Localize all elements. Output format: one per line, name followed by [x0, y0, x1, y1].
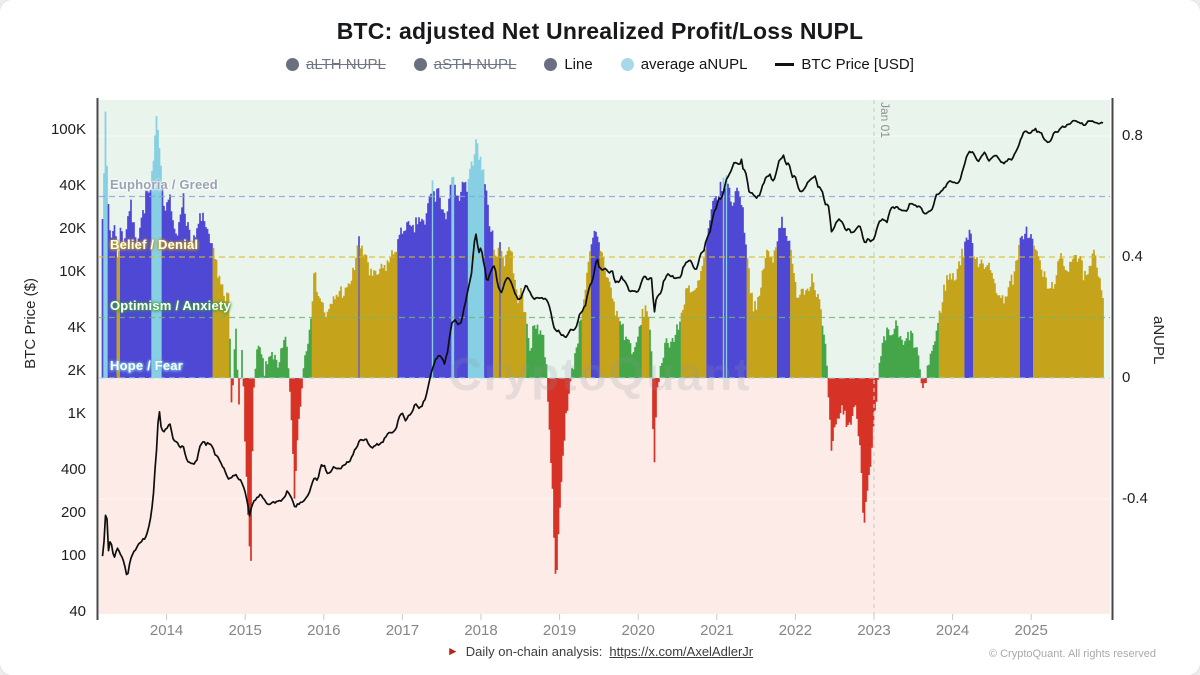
- right-axis-tick-label: 0.8: [1122, 127, 1143, 144]
- x-axis-tick-label: 2015: [228, 622, 262, 639]
- x-axis-tick-label: 2018: [464, 622, 498, 639]
- x-axis-tick-label: 2017: [385, 622, 420, 639]
- anupl-area-bars: [101, 111, 1104, 574]
- x-axis-tick-label: 2022: [778, 622, 813, 639]
- x-axis-tick-label: 2024: [935, 622, 970, 639]
- anupl-band-segment: [229, 318, 939, 378]
- btc-price-line: [101, 119, 1104, 576]
- legend: aLTH NUPL aSTH NUPL Line average aNUPL BTC P…: [0, 56, 1200, 73]
- chart-title: BTC: adjusted Net Unrealized Profit/Loss…: [336, 18, 864, 44]
- x-axis-tick-label: 2025: [1014, 622, 1048, 639]
- legend-item-alth-nupl[interactable]: aLTH NUPL: [286, 56, 386, 73]
- legend-item-average-anupl[interactable]: average aNUPL: [620, 56, 748, 73]
- left-axis-tick-label: 40K: [59, 177, 86, 195]
- legend-item-btc-price-usd-[interactable]: BTC Price [USD]: [775, 56, 914, 73]
- zone-label: Euphoria / Greed: [110, 176, 218, 192]
- vline-date-label: Jan 01: [878, 102, 892, 139]
- legend-item-label: aLTH NUPL: [306, 56, 386, 73]
- x-axis-tick-label: 2016: [307, 622, 341, 639]
- right-axis-tick-label: -0.4: [1122, 490, 1148, 507]
- x-axis-tick-label: 2020: [621, 622, 655, 639]
- copyright-text: © CryptoQuant. All rights reserved: [988, 648, 1156, 660]
- anupl-band-segment: [101, 181, 1034, 378]
- left-axis-tick-label: 400: [60, 461, 86, 479]
- legend-item-asth-nupl[interactable]: aSTH NUPL: [413, 56, 517, 73]
- left-axis-tick-label: 40: [69, 602, 86, 620]
- right-axis-title: aNUPL: [1150, 316, 1167, 365]
- legend-circle-marker: [620, 58, 634, 71]
- left-axis-tick-label: 1K: [67, 404, 86, 422]
- left-axis-tick-label: 10K: [59, 262, 86, 280]
- zone-label: Belief / Denial: [110, 237, 199, 252]
- legend-line-marker: [775, 63, 795, 66]
- anupl-band-segment: [230, 378, 927, 574]
- zone-label: Hope / Fear: [110, 358, 183, 373]
- left-axis-tick-label: 20K: [59, 220, 86, 238]
- left-axis-tick-label: 200: [60, 503, 86, 521]
- left-axis-tick-label: 100K: [50, 121, 86, 138]
- x-axis-tick-label: 2014: [149, 622, 184, 639]
- legend-item-label: average aNUPL: [640, 56, 748, 73]
- x-axis-tick-label: 2019: [542, 622, 577, 639]
- legend-item-label: Line: [564, 56, 593, 73]
- left-axis-tick-label: 4K: [67, 319, 86, 337]
- left-axis-tick-label: 2K: [67, 361, 86, 379]
- x-axis-tick-label: 2021: [700, 622, 734, 639]
- zone-label: Optimism / Anxiety: [110, 297, 231, 313]
- flag-icon: ►: [446, 643, 459, 658]
- analysis-link[interactable]: https://x.com/AxelAdlerJr: [609, 644, 754, 659]
- right-axis-tick-label: 0.4: [1122, 248, 1143, 265]
- analysis-label: Daily on-chain analysis:: [465, 644, 603, 659]
- legend-item-label: BTC Price [USD]: [801, 56, 914, 73]
- left-axis-tick-label: 100: [60, 546, 86, 564]
- legend-item-line[interactable]: Line: [544, 56, 593, 73]
- footer-analysis: ► Daily on-chain analysis: https://x.com…: [0, 643, 1200, 660]
- x-axis-tick-label: 2023: [857, 622, 891, 639]
- negative-zone-bg: [99, 378, 1110, 614]
- legend-item-label: aSTH NUPL: [433, 56, 517, 73]
- legend-circle-marker: [413, 58, 427, 71]
- watermark-text: CryptoQuant: [448, 348, 751, 400]
- anupl-band-segment: [116, 245, 1104, 378]
- right-axis-tick-label: 0: [1122, 369, 1131, 386]
- legend-circle-marker: [286, 58, 300, 71]
- legend-circle-marker: [544, 58, 558, 71]
